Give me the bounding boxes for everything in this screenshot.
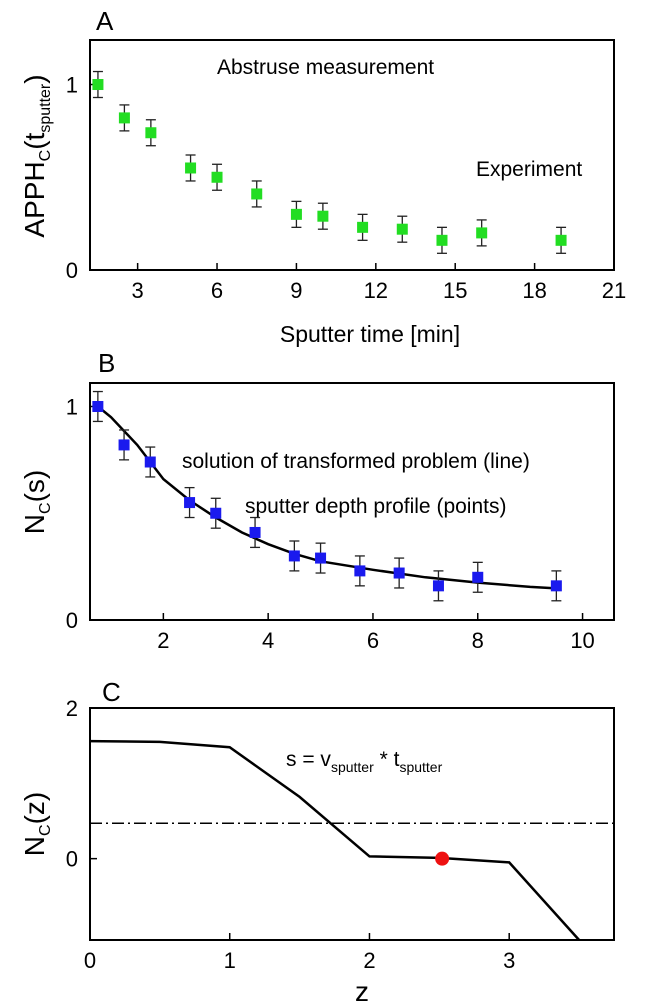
panel-b-x-tick-label: 10: [570, 628, 594, 653]
c-eq-main: s = v: [286, 748, 331, 771]
panel-a-point: [476, 227, 488, 239]
a-ylabel-mid: (t: [19, 132, 50, 149]
panel-c-y-ticks: 02: [66, 696, 97, 872]
panel-a-x-tick-label: 18: [522, 278, 546, 303]
c-ylabel-main: N: [19, 836, 50, 856]
panel-a-point: [118, 112, 130, 124]
panel-b-x-ticks: 2 4 6 8 10: [157, 613, 595, 653]
panel-a-x-tick-label: 15: [443, 278, 467, 303]
panel-a-y-tick-label: 1: [66, 73, 78, 98]
panel-b: B solution of transformed problem (line)…: [19, 348, 615, 653]
panel-c-x-tick-label: 0: [84, 948, 96, 973]
panel-c-y-tick-label: 0: [66, 847, 78, 872]
panel-c-y-tick-label: 2: [66, 696, 78, 721]
panel-b-point: [472, 571, 484, 583]
panel-b-label: B: [98, 348, 115, 378]
panel-a-x-tick-label: 12: [364, 278, 388, 303]
panel-b-solution-line: [97, 405, 557, 590]
c-eq-sub2: sputter: [399, 759, 442, 775]
panel-a-point: [317, 210, 329, 222]
panel-b-point: [315, 552, 327, 564]
a-ylabel-sub2: sputter: [37, 83, 54, 133]
panel-a-annotation-1: Abstruse measurement: [217, 56, 434, 79]
panel-a-point: [145, 127, 157, 139]
b-ylabel-main: N: [19, 514, 50, 534]
panel-a-point: [211, 171, 223, 183]
panel-c-x-ticks: 0 1 2 3: [84, 933, 515, 973]
panel-c-x-tick-label: 1: [224, 948, 236, 973]
c-ylabel-mid: (z): [19, 792, 50, 825]
c-ylabel-sub1: C: [37, 824, 54, 836]
panel-a-point: [185, 162, 197, 174]
c-eq-sub1: sputter: [331, 759, 374, 775]
panel-c-x-axis-label: z: [355, 976, 369, 1006]
b-ylabel-sub1: C: [37, 502, 54, 514]
panel-b-x-tick-label: 4: [262, 628, 274, 653]
panel-a-point: [290, 208, 302, 220]
panel-b-point: [288, 550, 300, 562]
panel-a-y-axis-label: APPHC(tsputter): [19, 74, 54, 237]
panel-b-annotation-1: solution of transformed problem (line): [182, 450, 530, 473]
panel-b-frame: [89, 382, 615, 621]
panel-c-x-tick-label: 3: [503, 948, 515, 973]
panel-b-x-tick-label: 6: [367, 628, 379, 653]
panel-b-point: [144, 456, 156, 468]
panel-b-point: [92, 400, 104, 412]
panel-a-point: [436, 234, 448, 246]
panel-b-point: [249, 526, 261, 538]
panel-a-y-tick-label: 0: [66, 258, 78, 283]
panel-b-point: [184, 497, 196, 509]
panel-b-y-axis-label: NC(s): [19, 470, 54, 534]
a-ylabel-main: APPH: [19, 161, 50, 237]
panel-b-point: [432, 580, 444, 592]
panel-a-label: A: [96, 6, 114, 36]
panel-a-point: [396, 223, 408, 235]
panel-a-y-ticks: 01: [66, 73, 97, 283]
panel-c-frame: [89, 707, 615, 941]
panel-a-x-tick-label: 9: [290, 278, 302, 303]
panel-c-y-axis-label: NC(z): [19, 792, 54, 856]
panel-b-point: [550, 580, 562, 592]
panel-b-point: [393, 567, 405, 579]
a-ylabel-end: ): [19, 74, 50, 83]
panel-a-point: [555, 234, 567, 246]
panel-b-x-tick-label: 2: [157, 628, 169, 653]
panel-a-x-tick-label: 3: [132, 278, 144, 303]
panel-b-point: [210, 507, 222, 519]
panel-b-data-points: [92, 390, 562, 602]
panel-a-x-ticks: 3 6 9 12 15 18 21: [132, 263, 626, 303]
panel-a-frame: [89, 39, 615, 271]
panel-b-y-tick-label: 1: [66, 394, 78, 419]
panel-b-point: [118, 439, 130, 451]
panel-b-annotation-2: sputter depth profile (points): [245, 495, 506, 518]
c-eq-mid: * t: [374, 748, 400, 771]
panel-b-point: [354, 565, 366, 577]
panel-a-x-axis-label: Sputter time [min]: [280, 321, 460, 347]
panel-a-point: [251, 188, 263, 200]
panel-c-x-tick-label: 2: [363, 948, 375, 973]
panel-a-x-tick-label: 6: [211, 278, 223, 303]
panel-c-highlight-point: [435, 851, 450, 866]
panel-b-y-tick-label: 0: [66, 608, 78, 633]
panel-a: A Abstruse measurement Experiment 3 6 9 12 1…: [19, 6, 626, 347]
panel-a-annotation-2: Experiment: [476, 158, 582, 181]
panel-c-label: C: [102, 677, 121, 707]
panel-b-y-ticks: 01: [66, 394, 97, 633]
a-ylabel-sub1: C: [37, 150, 54, 162]
panel-c-equation: s = vsputter * tsputter: [286, 748, 443, 775]
panel-a-point: [92, 79, 104, 91]
panel-b-x-tick-label: 8: [472, 628, 484, 653]
panel-a-x-tick-label: 21: [602, 278, 626, 303]
panel-a-point: [357, 221, 369, 233]
b-ylabel-mid: (s): [19, 470, 50, 503]
panel-c-profile-line: [89, 739, 581, 941]
panel-a-data-points: [92, 70, 567, 254]
